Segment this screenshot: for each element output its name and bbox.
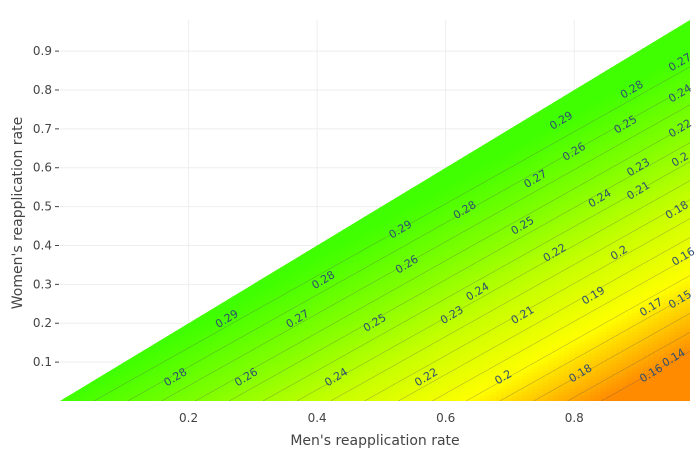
contour-cell [218, 299, 224, 303]
contour-cell [359, 214, 365, 218]
contour-cell [317, 239, 323, 243]
contour-cell [323, 239, 329, 243]
contour-cell [380, 201, 386, 205]
contour-cell [328, 233, 334, 237]
contour-cell [207, 306, 213, 310]
contour-cell [407, 185, 413, 189]
contour-cell [554, 96, 560, 100]
contour-cell [86, 379, 92, 383]
contour-cell [522, 115, 528, 119]
contour-cell [197, 312, 203, 316]
contour-cell [249, 280, 255, 284]
contour-cell [92, 376, 98, 380]
contour-cell [527, 112, 533, 116]
contour-cell [155, 338, 161, 342]
contour-cell [202, 312, 208, 316]
contour-cell [128, 353, 134, 357]
contour-cell [134, 350, 140, 354]
contour-cell [496, 131, 502, 135]
contour-cell [338, 226, 344, 230]
contour-cell [391, 195, 397, 199]
contour-cell [170, 328, 176, 332]
contour-cell [428, 172, 434, 176]
contour-cell [260, 274, 266, 278]
contour-cell [239, 290, 245, 294]
contour-cell [506, 125, 512, 129]
contour-cell [533, 112, 539, 116]
contour-cell [433, 169, 439, 173]
contour-cell [113, 363, 119, 367]
contour-cell [60, 395, 66, 399]
contour-cell [270, 268, 276, 272]
contour-cell [401, 188, 407, 192]
contour-cell [123, 357, 129, 361]
contour-cell [491, 134, 497, 138]
contour-cell [333, 230, 339, 234]
contour-cell [559, 93, 565, 97]
contour-cell [480, 141, 486, 145]
contour-cell [76, 388, 82, 392]
contour-cell [543, 103, 549, 107]
contour-cell [470, 147, 476, 151]
contour-cell [233, 290, 239, 294]
contour-cell [412, 182, 418, 186]
contour-cell [223, 296, 229, 300]
contour-cell [459, 153, 465, 157]
contour-cell [485, 137, 491, 141]
contour-cell [449, 160, 455, 164]
contour-cell [396, 191, 402, 195]
contour-cell [422, 176, 428, 180]
contour-cell [81, 382, 87, 386]
contour-cell [365, 211, 371, 215]
contour-cell [139, 347, 145, 351]
contour-cell [354, 217, 360, 221]
contour-cell [191, 315, 197, 319]
contour-cell [71, 388, 77, 392]
contour-cell [349, 223, 355, 227]
contour-cell [254, 277, 260, 281]
contour-cell [228, 293, 234, 297]
contour-cell [375, 204, 381, 208]
contour-cell [538, 106, 544, 110]
contour-cell [265, 274, 271, 278]
contour-cell [281, 261, 287, 265]
contour-cell [107, 366, 113, 370]
contour-cell [464, 150, 470, 154]
contour-cell [417, 182, 423, 186]
contour-cell [176, 328, 182, 332]
contour-cell [302, 249, 308, 253]
contour-cell [165, 331, 171, 335]
contour-cell [65, 391, 71, 395]
contour-cell [149, 341, 155, 345]
contour-cell [144, 347, 150, 351]
contour-cell [548, 99, 554, 103]
contour-cell [512, 122, 518, 126]
contour-cell [118, 360, 124, 364]
contour-cell [275, 264, 281, 268]
contour-cell [291, 258, 297, 262]
contour-cell [296, 252, 302, 256]
contour-cell [160, 338, 166, 342]
contour-cell [97, 372, 103, 376]
contour-cell [212, 303, 218, 307]
contour-cell [286, 258, 292, 262]
contour-cell [517, 118, 523, 122]
contour-cell [370, 207, 376, 211]
contour-cell [454, 157, 460, 161]
contour-fill [60, 20, 691, 402]
contour-cell [475, 147, 481, 151]
contour-cell [102, 369, 108, 373]
contour-cell [386, 198, 392, 202]
contour-cell [344, 223, 350, 227]
contour-cell [307, 245, 313, 249]
